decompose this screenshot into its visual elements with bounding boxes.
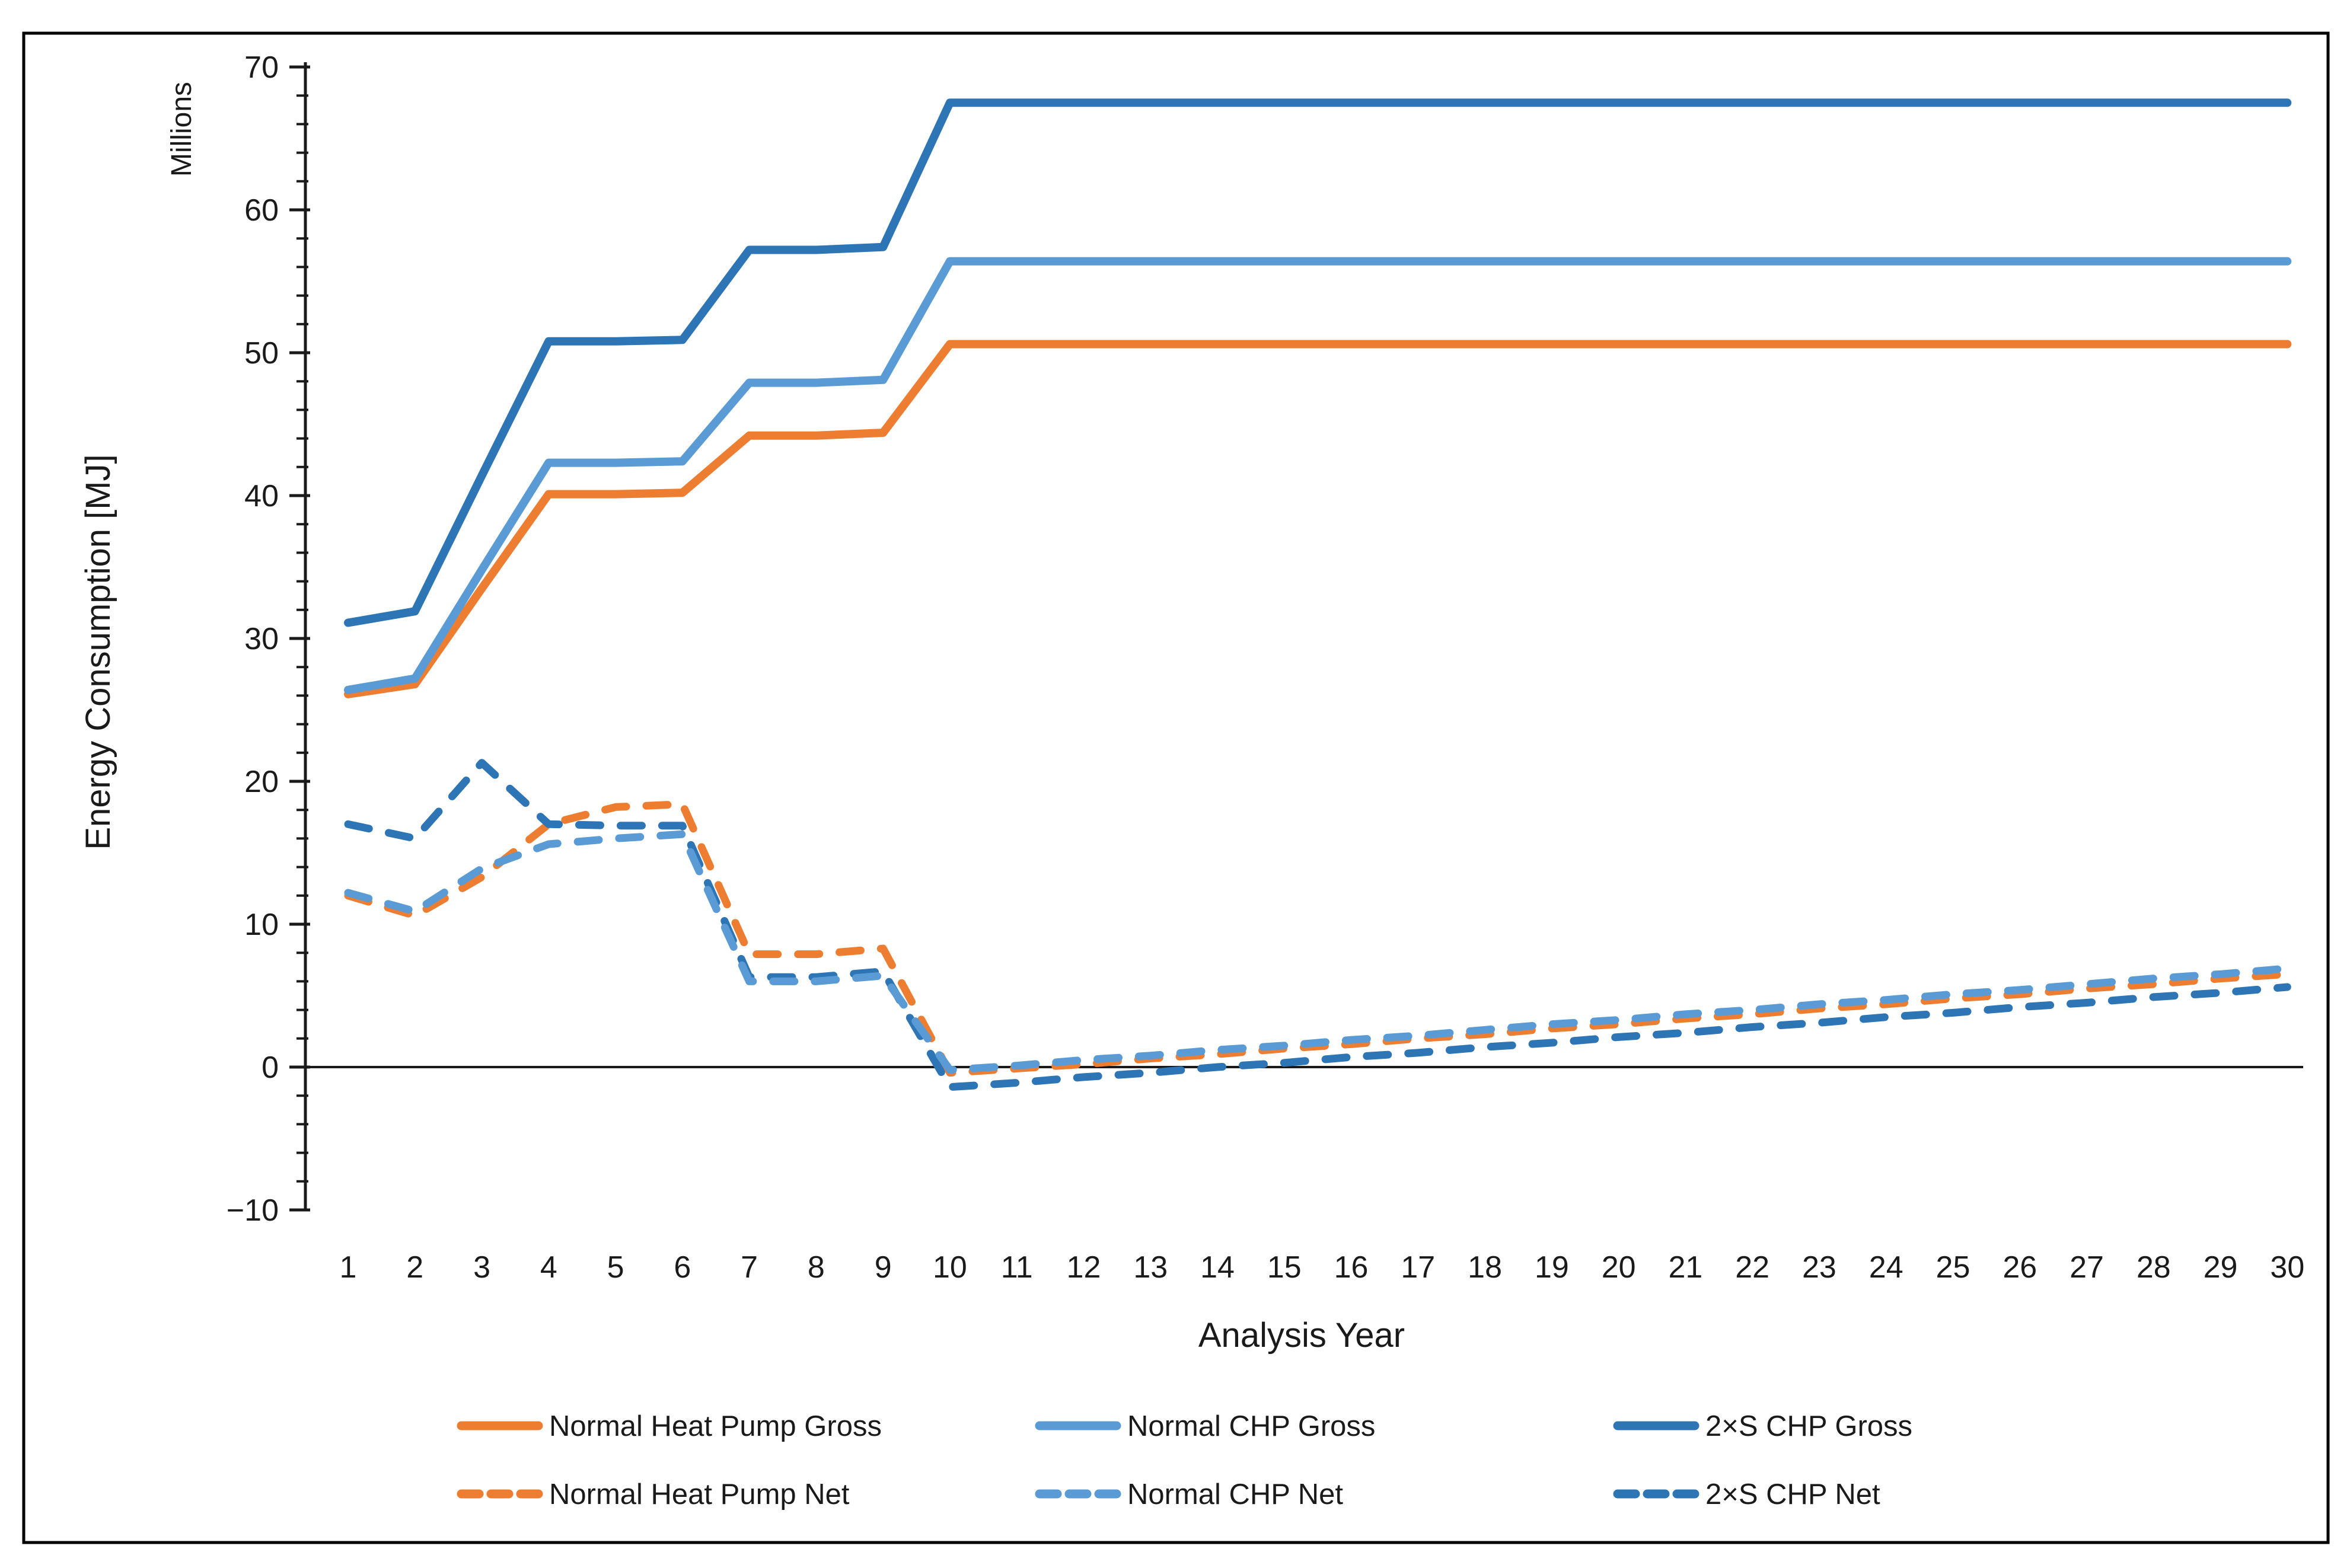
x-axis-title: Analysis Year [1198, 1316, 1405, 1355]
legend-item: Normal Heat Pump Gross [457, 1410, 882, 1442]
x-tick-label: 8 [808, 1250, 825, 1285]
x-tick-label: 14 [1200, 1250, 1235, 1285]
x-axis-tick-labels: 1 2 3 4 5 6 7 8 9 10 11 12 13 14 15 16 17 18 19 20 21 22 23 24 2… [340, 1250, 2305, 1285]
y-axis-units-label: Millions [166, 82, 197, 177]
legend-label: 2×S CHP Gross [1705, 1410, 1912, 1442]
x-tick-label: 2 [406, 1250, 423, 1285]
legend-label: 2×S CHP Net [1705, 1478, 1880, 1510]
chart-border [22, 31, 2330, 1544]
x-tick-label: 29 [2204, 1250, 2238, 1285]
x-tick-label: 9 [875, 1250, 892, 1285]
chart-series-lines [344, 98, 2292, 1091]
x-tick-label: 15 [1267, 1250, 1302, 1285]
legend-item: Normal CHP Gross [1035, 1410, 1375, 1442]
x-tick-label: 24 [1869, 1250, 1903, 1285]
series-line-1 [344, 340, 2292, 698]
x-tick-label: 13 [1133, 1250, 1168, 1285]
x-tick-label: 3 [473, 1250, 490, 1285]
x-tick-label: 19 [1535, 1250, 1569, 1285]
x-tick-label: 16 [1334, 1250, 1369, 1285]
x-tick-label: 17 [1401, 1250, 1435, 1285]
x-tick-label: 5 [607, 1250, 624, 1285]
legend-label: Normal Heat Pump Net [549, 1478, 850, 1510]
x-tick-label: 20 [1602, 1250, 1636, 1285]
series-line-3 [344, 98, 2292, 627]
x-tick-label: 28 [2137, 1250, 2171, 1285]
legend-label: Normal CHP Net [1127, 1478, 1343, 1510]
x-tick-label: 27 [2070, 1250, 2104, 1285]
legend-item: 2×S CHP Gross [1613, 1410, 1912, 1442]
y-tick-label: 50 [244, 336, 279, 371]
y-tick-label: 30 [244, 622, 279, 656]
legend-label: Normal CHP Gross [1127, 1410, 1375, 1442]
y-tick-label: 0 [262, 1050, 279, 1085]
x-tick-label: 21 [1668, 1250, 1702, 1285]
legend-item: Normal CHP Net [1035, 1478, 1343, 1510]
x-tick-label: 1 [340, 1250, 357, 1285]
x-tick-label: 23 [1802, 1250, 1836, 1285]
y-tick-label: 20 [244, 765, 279, 799]
legend-label: Normal Heat Pump Gross [549, 1410, 882, 1442]
y-tick-label: 70 [244, 50, 279, 85]
series-line-2 [344, 257, 2292, 694]
y-tick-label: −10 [227, 1193, 279, 1228]
y-axis-ticks: 70 60 50 40 30 20 10 0 −10 [227, 50, 310, 1228]
x-tick-label: 11 [1001, 1250, 1033, 1285]
x-tick-label: 7 [741, 1250, 758, 1285]
x-tick-label: 18 [1468, 1250, 1502, 1285]
x-tick-label: 4 [540, 1250, 557, 1285]
x-tick-label: 10 [933, 1250, 967, 1285]
x-tick-label: 22 [1735, 1250, 1769, 1285]
y-tick-label: 40 [244, 479, 279, 513]
chart-legend: Normal Heat Pump Gross Normal CHP Gross 2×… [457, 1410, 1912, 1510]
legend-item: Normal Heat Pump Net [457, 1478, 850, 1510]
y-tick-label: 60 [244, 193, 279, 228]
y-tick-label: 10 [244, 908, 279, 942]
x-tick-label: 30 [2270, 1250, 2304, 1285]
series-line-6 [344, 759, 2291, 1091]
y-axis-title: Energy Consumption [MJ] [79, 454, 117, 850]
x-tick-label: 6 [674, 1250, 691, 1285]
x-tick-label: 25 [1936, 1250, 1970, 1285]
series-line-5 [344, 830, 2291, 1074]
x-tick-label: 12 [1067, 1250, 1101, 1285]
x-tick-label: 26 [2003, 1250, 2037, 1285]
legend-item: 2×S CHP Net [1613, 1478, 1880, 1510]
